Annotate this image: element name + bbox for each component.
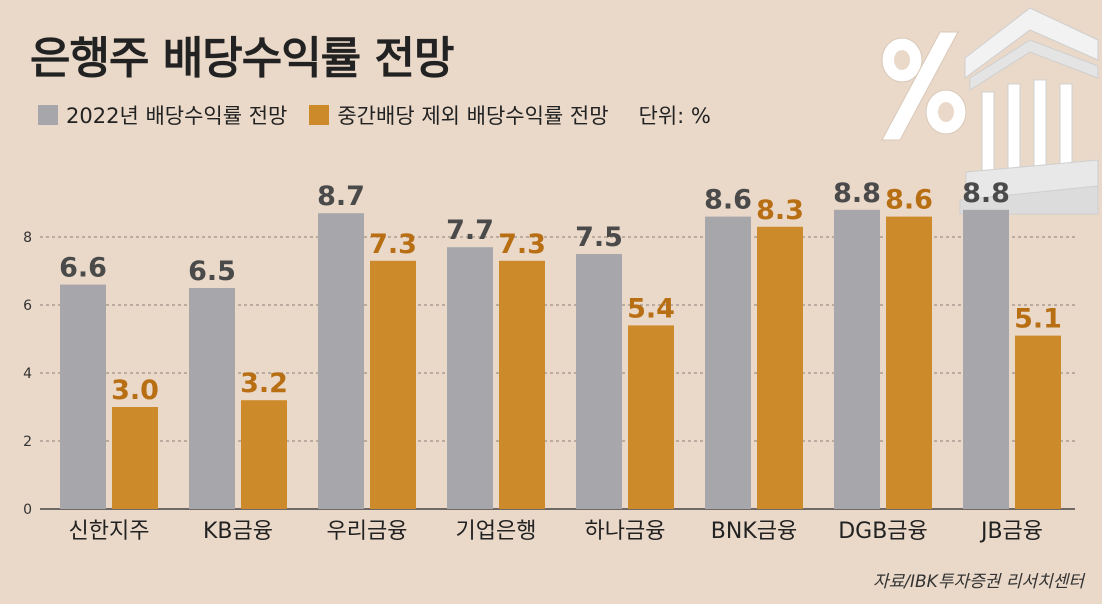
bar-series-b (1015, 335, 1061, 509)
bar-series-b (757, 226, 803, 510)
legend-label-series-b: 중간배당 제외 배당수익률 전망 (337, 104, 609, 128)
value-label: 6.6 (59, 253, 107, 284)
bar-series-b (628, 325, 674, 509)
bar-series-b (499, 260, 545, 509)
category-label: 하나금융 (585, 519, 666, 544)
value-label: 6.5 (188, 256, 236, 287)
bar-series-b (886, 216, 932, 509)
value-label: 7.5 (575, 222, 623, 253)
bank-percent-icon (881, 7, 1099, 215)
category-label: DGB금융 (838, 519, 928, 544)
bar-series-a (318, 213, 364, 509)
category-label: 우리금융 (327, 519, 408, 544)
legend-item-series-b: 중간배당 제외 배당수익률 전망 (309, 100, 609, 130)
legend-swatch-series-a (38, 105, 58, 125)
bars (60, 209, 1061, 510)
bar-series-a (60, 284, 106, 509)
legend: 2022년 배당수익률 전망 중간배당 제외 배당수익률 전망 단위: % (38, 100, 711, 130)
value-label: 8.8 (962, 178, 1010, 209)
legend-swatch-series-b (309, 105, 330, 125)
y-tick-label: 8 (23, 230, 32, 246)
value-label: 3.2 (240, 368, 288, 399)
category-label: JB금융 (979, 519, 1043, 544)
bar-series-a (576, 254, 622, 509)
y-tick-label: 6 (23, 298, 32, 314)
value-labels: 6.63.06.53.28.77.3 7.7 7.3 7.55.48.6 8.38.8 8… (59, 178, 1062, 406)
bar-series-b (370, 260, 416, 509)
value-label: 5.1 (1014, 304, 1062, 335)
value-label: 3.0 (111, 375, 159, 406)
bar-series-a (963, 209, 1009, 510)
value-label: 7.3 (369, 229, 417, 260)
value-label: 8.6 (704, 185, 752, 216)
category-label: BNK금융 (711, 519, 797, 544)
value-label: 7.7 (446, 215, 494, 246)
value-label: 8.7 (317, 181, 365, 212)
legend-label-series-a: 2022년 배당수익률 전망 (66, 104, 288, 128)
value-label: 5.4 (627, 293, 675, 324)
source-note: 자료/IBK투자증권 리서치센터 (873, 572, 1084, 592)
unit-label: 단위: % (638, 104, 711, 128)
y-tick-label: 2 (23, 434, 32, 450)
chart-title: 은행주 배당수익률 전망 (30, 33, 454, 84)
grid-lines (40, 236, 1075, 442)
category-label: KB금융 (203, 519, 273, 544)
value-label: 7.3 (498, 229, 546, 260)
category-label: 기업은행 (456, 519, 537, 544)
bar-series-a (447, 247, 493, 509)
category-label: 신한지주 (69, 519, 150, 544)
value-label: 8.3 (756, 195, 804, 226)
bar-series-a (189, 288, 235, 509)
bar-series-a (705, 216, 751, 509)
bar-series-b (241, 400, 287, 509)
category-labels: 신한지주 KB금융 우리금융 기업은행 하나금융 BNK금융 DGB금융 JB금융 (69, 519, 1044, 544)
bar-series-b (112, 407, 158, 509)
legend-item-series-a: 2022년 배당수익률 전망 (38, 100, 287, 130)
value-label: 8.6 (885, 185, 933, 216)
bar-series-a (834, 209, 880, 510)
y-tick-label: 0 (23, 502, 32, 518)
value-label: 8.8 (833, 178, 881, 209)
y-tick-label: 4 (23, 366, 32, 382)
